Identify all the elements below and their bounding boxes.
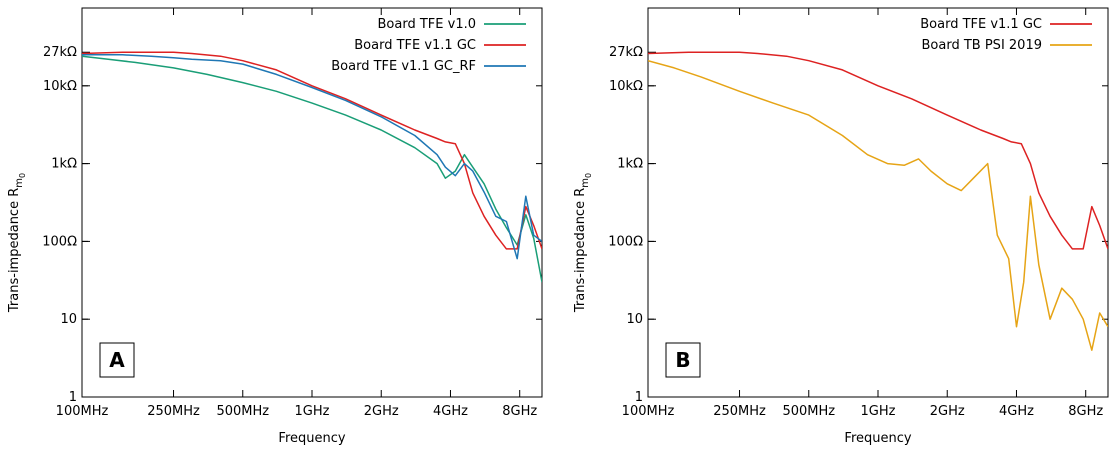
series-line [82, 51, 542, 250]
x-axis-label: Frequency [844, 431, 911, 446]
x-tick-label: 100MHz [622, 404, 675, 419]
series-line [82, 55, 542, 283]
series-line [648, 59, 1108, 351]
legend-label: Board TFE v1.1 GC [354, 38, 476, 53]
y-tick-label: 10 [626, 312, 643, 327]
x-tick-label: 2GHz [930, 404, 965, 419]
y-tick-label: 1kΩ [617, 157, 643, 172]
y-tick-label: 1 [69, 390, 77, 405]
y-tick-label: 27kΩ [43, 45, 77, 60]
x-tick-label: 4GHz [999, 404, 1034, 419]
y-tick-label: 10 [60, 312, 77, 327]
y-tick-label: 10kΩ [609, 79, 643, 94]
x-tick-label: 8GHz [502, 404, 537, 419]
panel-label: A [109, 348, 125, 372]
y-axis-label: Trans-impedance Rm0 [573, 173, 593, 313]
legend-label: Board TFE v1.1 GC_RF [331, 59, 476, 74]
legend-label: Board TFE v1.0 [378, 17, 476, 32]
x-tick-label: 1GHz [861, 404, 896, 419]
y-tick-label: 1 [635, 390, 643, 405]
y-tick-label: 100Ω [608, 234, 643, 249]
x-axis-label: Frequency [278, 431, 345, 446]
plot-frame [647, 7, 1109, 398]
panel-label-box [99, 342, 135, 378]
y-tick-label: 100Ω [42, 234, 77, 249]
x-tick-label: 1GHz [295, 404, 330, 419]
x-tick-label: 500MHz [782, 404, 835, 419]
x-tick-label: 100MHz [56, 404, 109, 419]
panel-label-box [665, 342, 701, 378]
series-line [82, 54, 542, 260]
y-axis-label: Trans-impedance Rm0 [7, 173, 27, 313]
legend-label: Board TB PSI 2019 [922, 38, 1042, 53]
y-tick-label: 27kΩ [609, 45, 643, 60]
x-tick-label: 4GHz [433, 404, 468, 419]
x-tick-label: 8GHz [1068, 404, 1103, 419]
chart-panel-a: 1 10 100Ω 1kΩ 10kΩ 27kΩ 100MHz 250MHz 500MHz 1GHz… [7, 7, 543, 446]
x-tick-label: 250MHz [713, 404, 766, 419]
chart-panel-b: 1 10 100Ω 1kΩ 10kΩ 27kΩ 100MHz 250MHz 500MHz 1GHz… [573, 7, 1109, 446]
y-tick-label: 1kΩ [51, 157, 77, 172]
x-tick-label: 500MHz [216, 404, 269, 419]
panel-label: B [675, 348, 690, 372]
x-tick-label: 2GHz [364, 404, 399, 419]
series-line [648, 51, 1108, 250]
legend-label: Board TFE v1.1 GC [920, 17, 1042, 32]
x-tick-label: 250MHz [147, 404, 200, 419]
y-tick-label: 10kΩ [43, 79, 77, 94]
